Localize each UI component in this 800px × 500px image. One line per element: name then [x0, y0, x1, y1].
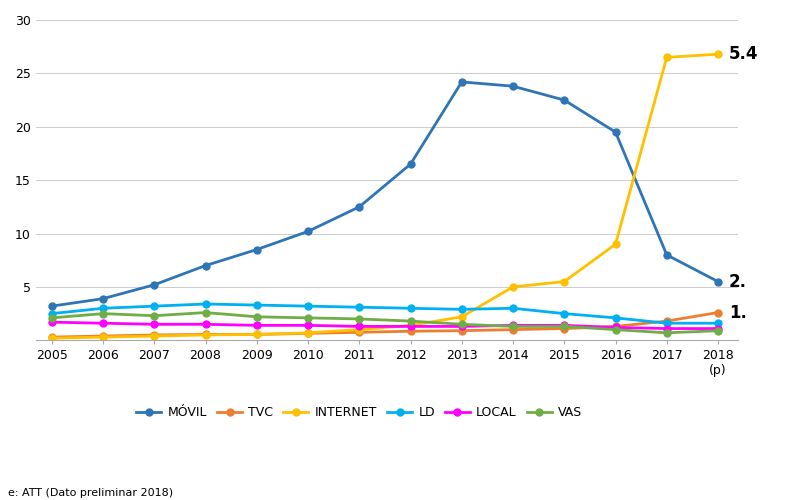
LD: [610, 315, 620, 321]
LD: [713, 320, 722, 326]
VAS: [457, 322, 466, 328]
INTERNET: [150, 333, 159, 339]
LD: [406, 306, 415, 312]
Text: 1.: 1.: [729, 304, 747, 322]
LD: [303, 303, 313, 309]
VAS: [662, 330, 671, 336]
TVC: [457, 328, 466, 334]
LOCAL: [252, 322, 262, 328]
MÓVIL: [508, 83, 518, 89]
LD: [150, 303, 159, 309]
Text: e: ATT (Dato preliminar 2018): e: ATT (Dato preliminar 2018): [8, 488, 173, 498]
MÓVIL: [150, 282, 159, 288]
INTERNET: [201, 332, 210, 338]
INTERNET: [47, 335, 57, 341]
INTERNET: [252, 332, 262, 338]
LOCAL: [559, 322, 569, 328]
MÓVIL: [559, 97, 569, 103]
LOCAL: [713, 326, 722, 332]
TVC: [508, 326, 518, 332]
TVC: [252, 332, 262, 338]
LD: [201, 301, 210, 307]
VAS: [508, 324, 518, 330]
LOCAL: [303, 322, 313, 328]
LOCAL: [457, 324, 466, 330]
TVC: [713, 310, 722, 316]
TVC: [610, 324, 620, 330]
TVC: [662, 318, 671, 324]
INTERNET: [406, 322, 415, 328]
TVC: [150, 332, 159, 338]
LD: [457, 306, 466, 312]
LD: [47, 310, 57, 316]
MÓVIL: [47, 303, 57, 309]
Line: LD: LD: [48, 300, 722, 326]
VAS: [303, 315, 313, 321]
VAS: [150, 312, 159, 318]
LD: [252, 302, 262, 308]
MÓVIL: [662, 252, 671, 258]
INTERNET: [508, 284, 518, 290]
TVC: [98, 333, 108, 339]
INTERNET: [610, 241, 620, 247]
INTERNET: [713, 51, 722, 57]
INTERNET: [98, 334, 108, 340]
MÓVIL: [201, 262, 210, 268]
VAS: [559, 324, 569, 330]
LOCAL: [47, 319, 57, 325]
VAS: [252, 314, 262, 320]
VAS: [47, 315, 57, 321]
Line: VAS: VAS: [48, 309, 722, 336]
TVC: [559, 326, 569, 332]
TVC: [354, 330, 364, 336]
MÓVIL: [303, 228, 313, 234]
LD: [354, 304, 364, 310]
Line: INTERNET: INTERNET: [48, 50, 722, 342]
MÓVIL: [98, 296, 108, 302]
MÓVIL: [610, 129, 620, 135]
LD: [508, 306, 518, 312]
VAS: [713, 328, 722, 334]
VAS: [354, 316, 364, 322]
LOCAL: [508, 322, 518, 328]
LOCAL: [610, 324, 620, 330]
TVC: [303, 330, 313, 336]
Line: LOCAL: LOCAL: [48, 318, 722, 332]
MÓVIL: [354, 204, 364, 210]
TVC: [201, 332, 210, 338]
Text: 5.4: 5.4: [729, 45, 758, 63]
VAS: [201, 310, 210, 316]
INTERNET: [303, 330, 313, 336]
Legend: MÓVIL, TVC, INTERNET, LD, LOCAL, VAS: MÓVIL, TVC, INTERNET, LD, LOCAL, VAS: [131, 401, 587, 424]
MÓVIL: [252, 246, 262, 252]
LD: [98, 306, 108, 312]
TVC: [406, 328, 415, 334]
LD: [662, 320, 671, 326]
Line: MÓVIL: MÓVIL: [48, 78, 722, 310]
VAS: [610, 326, 620, 332]
TVC: [47, 334, 57, 340]
INTERNET: [457, 314, 466, 320]
Text: 2.: 2.: [729, 272, 747, 290]
LOCAL: [98, 320, 108, 326]
Line: TVC: TVC: [48, 309, 722, 340]
LOCAL: [201, 322, 210, 328]
INTERNET: [559, 278, 569, 284]
INTERNET: [354, 326, 364, 332]
MÓVIL: [457, 79, 466, 85]
VAS: [98, 310, 108, 316]
MÓVIL: [406, 161, 415, 167]
VAS: [406, 318, 415, 324]
LOCAL: [406, 324, 415, 330]
LOCAL: [150, 322, 159, 328]
LOCAL: [354, 324, 364, 330]
LOCAL: [662, 326, 671, 332]
LD: [559, 310, 569, 316]
INTERNET: [662, 54, 671, 60]
MÓVIL: [713, 278, 722, 284]
